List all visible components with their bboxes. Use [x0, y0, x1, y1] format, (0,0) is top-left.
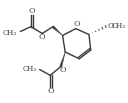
Polygon shape — [60, 52, 65, 67]
Text: CH₃: CH₃ — [3, 29, 17, 37]
Text: CH₃: CH₃ — [112, 22, 126, 30]
Text: O: O — [59, 66, 66, 74]
Text: O: O — [73, 20, 80, 28]
Text: O: O — [28, 7, 35, 15]
Text: O: O — [48, 87, 54, 95]
Polygon shape — [52, 26, 63, 35]
Text: CH₃: CH₃ — [23, 64, 37, 73]
Text: O: O — [108, 22, 114, 30]
Text: O: O — [38, 33, 45, 41]
